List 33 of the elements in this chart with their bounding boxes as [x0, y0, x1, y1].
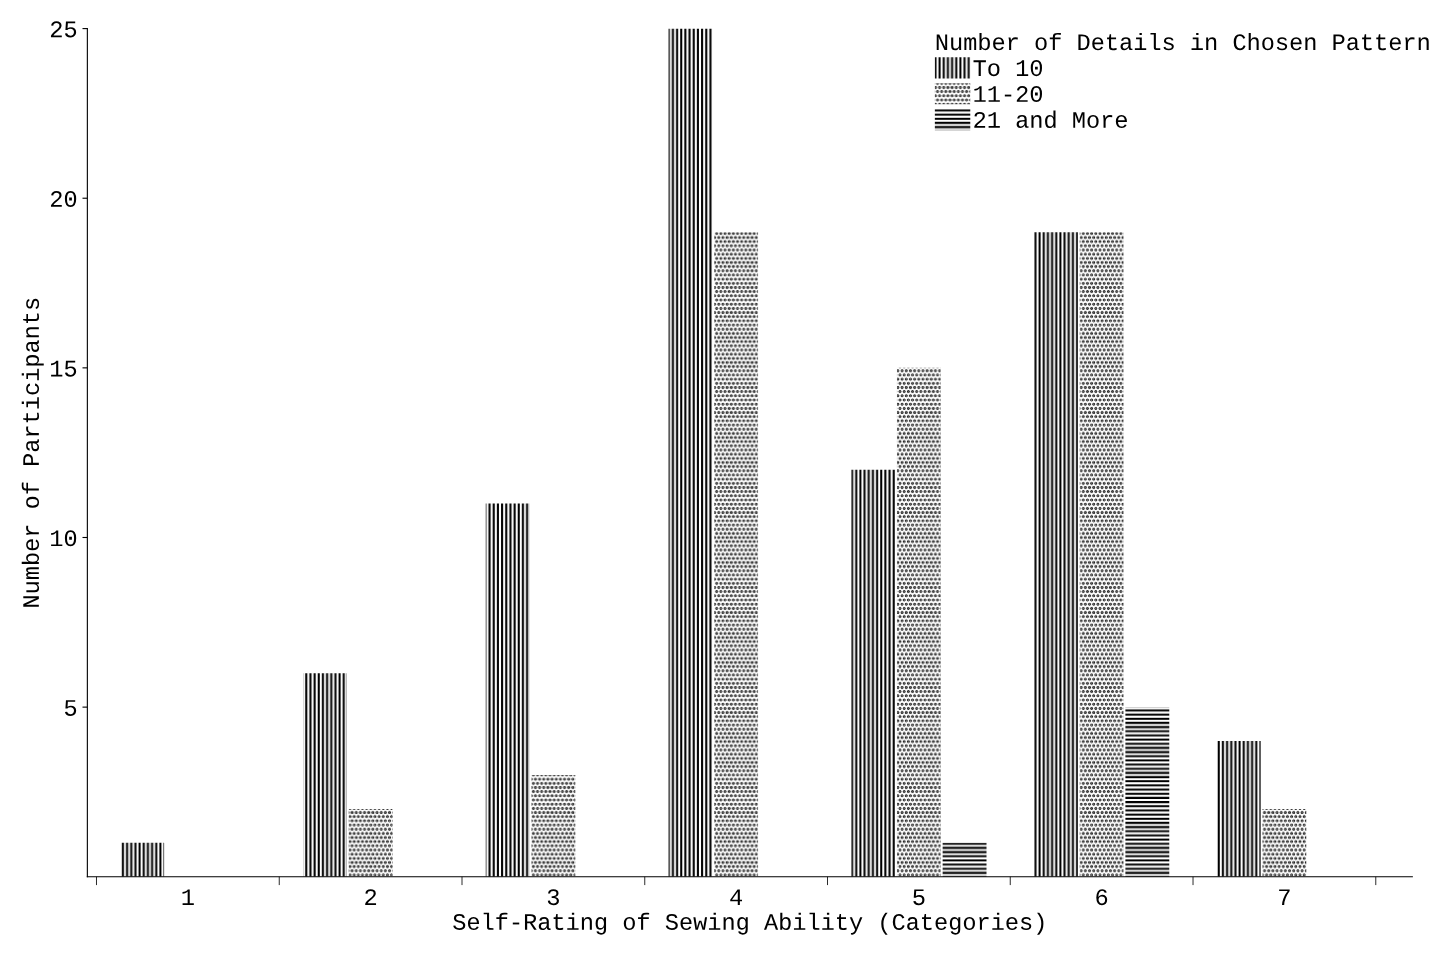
y-tick-label: 20	[50, 190, 77, 208]
bar	[1034, 232, 1078, 877]
x-axis-title: Self-Rating of Sewing Ability (Categories)	[453, 912, 1044, 935]
bar	[531, 774, 576, 877]
bar	[1079, 232, 1124, 877]
bar	[668, 28, 713, 877]
legend-label: To 10	[973, 60, 1043, 77]
bar	[851, 469, 896, 877]
bar	[1125, 707, 1170, 877]
legend-label: 11-20	[974, 86, 1043, 103]
legend-label: 21 and More	[974, 110, 1127, 129]
bar	[1262, 808, 1307, 877]
bar	[485, 503, 530, 877]
bar	[896, 367, 941, 877]
y-axis-title: Number of Participants	[21, 298, 44, 607]
x-tick-label: 7	[1279, 889, 1290, 905]
bar	[1216, 741, 1261, 877]
x-tick-label: 3	[547, 889, 559, 906]
bar	[714, 232, 759, 877]
x-tick-label: 2	[365, 889, 377, 905]
x-tick-label: 1	[182, 889, 194, 905]
y-tick-label: 10	[51, 530, 77, 547]
y-tick-label: 5	[64, 700, 77, 716]
legend-title: Number of Details in Chosen Pattern	[936, 32, 1429, 51]
bar	[303, 673, 347, 877]
bar	[348, 808, 393, 877]
bar	[120, 842, 165, 877]
y-tick-label: 15	[51, 360, 77, 377]
x-tick-label: 6	[1096, 889, 1108, 906]
x-tick-label: 5	[913, 889, 925, 906]
x-tick-label: 4	[730, 889, 743, 905]
y-tick-label: 25	[50, 21, 77, 38]
bar	[942, 842, 987, 877]
